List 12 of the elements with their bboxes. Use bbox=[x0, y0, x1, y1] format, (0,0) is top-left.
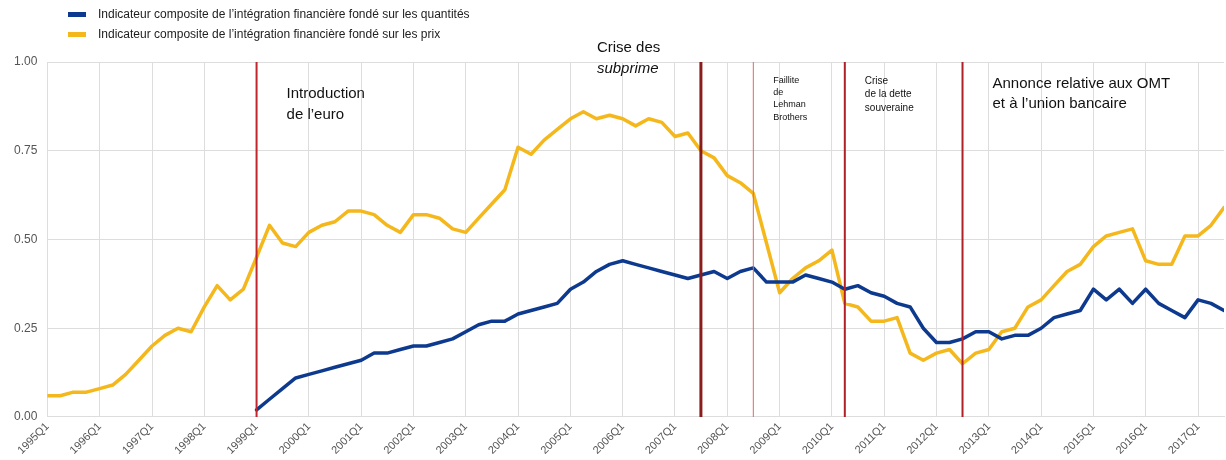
ref-line-label: Introduction de l’euro bbox=[286, 84, 365, 122]
y-tick-label: 0.25 bbox=[14, 320, 38, 335]
y-tick-label: 0.75 bbox=[14, 143, 38, 158]
ref-line-label: Faillite de Lehman Brothers bbox=[773, 75, 808, 122]
legend-label: Indicateur composite de l’intégration financière fondé sur les prix bbox=[98, 27, 441, 41]
y-tick-label: 0.00 bbox=[14, 409, 38, 424]
y-tick-label: 0.50 bbox=[14, 231, 38, 246]
ref-line-label: Annonce relative aux OMT et à l’union bancaire bbox=[992, 73, 1171, 112]
ref-line-label: Crise de la dette souveraine bbox=[864, 74, 915, 113]
y-tick-label: 1.00 bbox=[14, 54, 38, 69]
legend-label: Indicateur composite de l’intégration financière fondé sur les quantités bbox=[98, 7, 470, 21]
ref-line-label: Crise des subprime bbox=[596, 38, 661, 76]
